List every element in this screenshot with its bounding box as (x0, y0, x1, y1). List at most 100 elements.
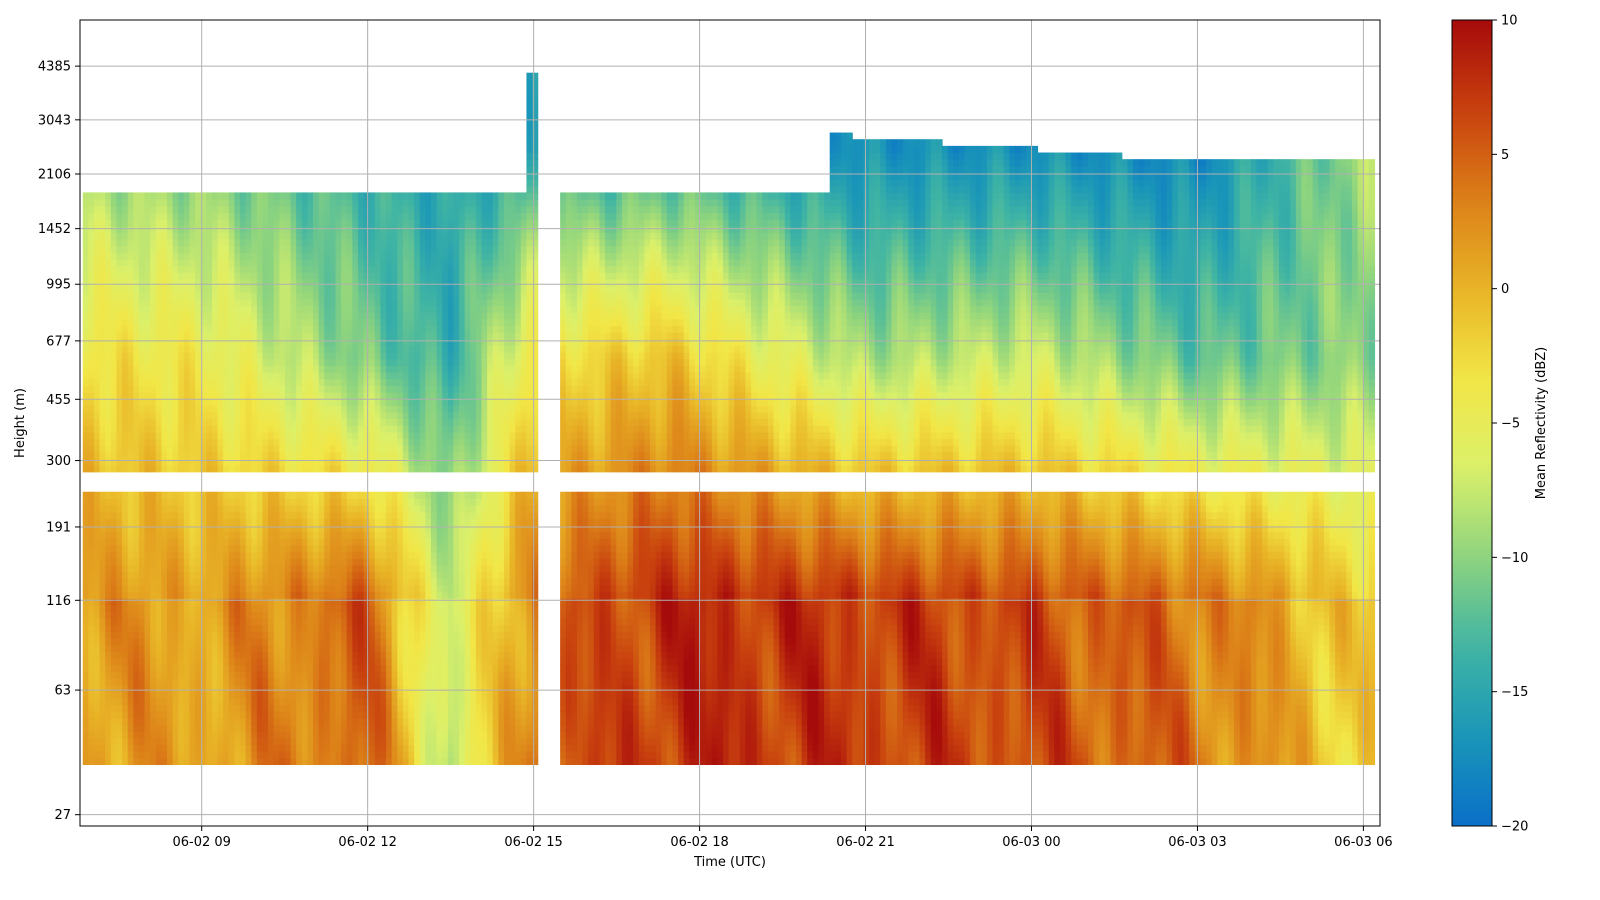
heatmap-cell (189, 465, 195, 472)
heatmap-cell (414, 345, 420, 352)
heatmap-cell (139, 738, 145, 745)
heatmap-cell (206, 565, 212, 572)
heatmap-cell (150, 731, 156, 738)
heatmap-cell (285, 206, 291, 213)
heatmap-cell (335, 678, 341, 685)
heatmap-cell (206, 412, 212, 419)
heatmap-cell (291, 412, 297, 419)
heatmap-cell (161, 365, 167, 372)
heatmap-cell (100, 671, 106, 678)
heatmap-cell (234, 518, 240, 525)
heatmap-cell (386, 591, 392, 598)
heatmap-cell (189, 352, 195, 359)
heatmap-cell (184, 465, 190, 472)
heatmap-cell (161, 512, 167, 519)
heatmap-cell (386, 671, 392, 678)
heatmap-cell (296, 425, 302, 432)
heatmap-cell (369, 458, 375, 465)
heatmap-cell (291, 525, 297, 532)
heatmap-cell (302, 425, 308, 432)
heatmap-cell (223, 219, 229, 226)
heatmap-cell (324, 598, 330, 605)
heatmap-cell (335, 591, 341, 598)
heatmap-cell (100, 638, 106, 645)
heatmap-cell (302, 405, 308, 412)
heatmap-cell (358, 259, 364, 266)
heatmap-cell (274, 691, 280, 698)
heatmap-cell (133, 618, 139, 625)
heatmap-cell (364, 731, 370, 738)
heatmap-cell (173, 685, 179, 692)
heatmap-cell (403, 452, 409, 459)
heatmap-cell (218, 425, 224, 432)
heatmap-cell (94, 239, 100, 246)
heatmap-cell (156, 725, 162, 732)
heatmap-cell (218, 372, 224, 379)
heatmap-cell (234, 552, 240, 559)
heatmap-cell (178, 538, 184, 545)
heatmap-cell (251, 671, 257, 678)
heatmap-cell (319, 618, 325, 625)
heatmap-cell (291, 698, 297, 705)
heatmap-cell (105, 212, 111, 219)
heatmap-cell (347, 558, 353, 565)
heatmap-cell (94, 246, 100, 253)
heatmap-cell (133, 219, 139, 226)
heatmap-cell (414, 259, 420, 266)
heatmap-cell (128, 498, 134, 505)
heatmap-cell (161, 439, 167, 446)
heatmap-cell (94, 212, 100, 219)
heatmap-cell (403, 552, 409, 559)
heatmap-cell (307, 199, 313, 206)
heatmap-cell (88, 332, 94, 339)
heatmap-cell (133, 538, 139, 545)
heatmap-cell (257, 226, 263, 233)
heatmap-cell (262, 372, 268, 379)
heatmap-cell (285, 412, 291, 419)
heatmap-cell (302, 625, 308, 632)
heatmap-cell (83, 751, 89, 758)
heatmap-cell (246, 199, 252, 206)
heatmap-cell (296, 312, 302, 319)
heatmap-cell (240, 651, 246, 658)
heatmap-cell (330, 419, 336, 426)
heatmap-cell (116, 365, 122, 372)
heatmap-cell (409, 532, 415, 539)
heatmap-cell (246, 252, 252, 259)
heatmap-cell (358, 226, 364, 233)
heatmap-cell (150, 492, 156, 499)
heatmap-cell (375, 512, 381, 519)
heatmap-cell (420, 691, 426, 698)
heatmap-cell (240, 711, 246, 718)
heatmap-cell (409, 711, 415, 718)
heatmap-cell (330, 691, 336, 698)
heatmap-cell (223, 325, 229, 332)
heatmap-cell (116, 192, 122, 199)
heatmap-cell (178, 705, 184, 712)
heatmap-cell (88, 545, 94, 552)
heatmap-cell (341, 305, 347, 312)
heatmap-cell (100, 738, 106, 745)
heatmap-cell (274, 558, 280, 565)
heatmap-cell (358, 631, 364, 638)
heatmap-cell (189, 219, 195, 226)
heatmap-cell (369, 259, 375, 266)
heatmap-cell (116, 305, 122, 312)
heatmap-cell (88, 385, 94, 392)
heatmap-cell (150, 192, 156, 199)
heatmap-cell (195, 226, 201, 233)
heatmap-cell (167, 372, 173, 379)
heatmap-cell (128, 239, 134, 246)
heatmap-cell (206, 192, 212, 199)
heatmap-cell (257, 705, 263, 712)
heatmap-cell (291, 252, 297, 259)
heatmap-cell (313, 392, 319, 399)
heatmap-cell (178, 558, 184, 565)
heatmap-cell (139, 671, 145, 678)
heatmap-cell (358, 532, 364, 539)
heatmap-cell (397, 671, 403, 678)
heatmap-cell (392, 286, 398, 293)
heatmap-cell (88, 365, 94, 372)
heatmap-cell (397, 711, 403, 718)
heatmap-cell (279, 252, 285, 259)
